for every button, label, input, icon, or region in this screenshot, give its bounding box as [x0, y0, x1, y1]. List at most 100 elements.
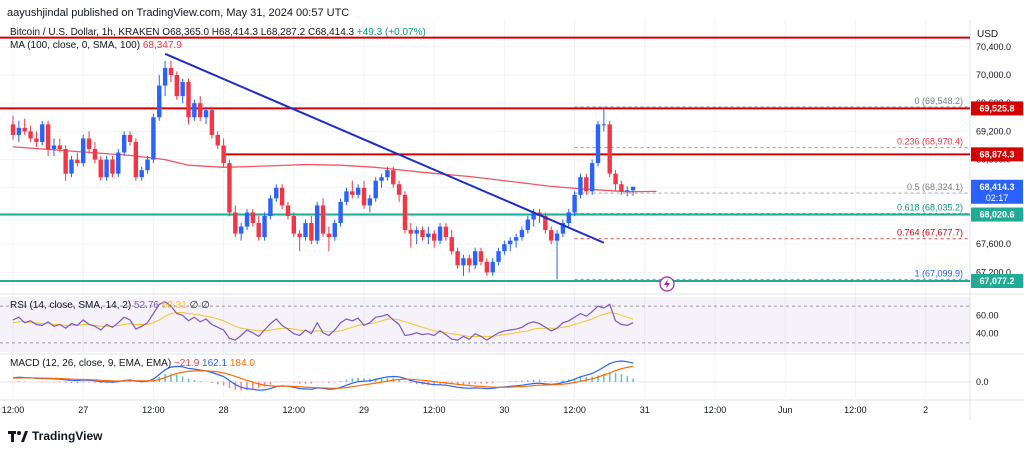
rsi-band-upper: ∅ [189, 300, 199, 311]
candle-body [28, 131, 33, 139]
candle-body [145, 159, 150, 171]
fib-level-label: 1 (67,099.9) [914, 268, 963, 278]
bearish-trend-line [164, 52, 605, 244]
price-badge [971, 274, 1023, 289]
ohlc-values: O68,365.0 H68,414.3 L68,287.2 C68,414.3 [162, 27, 355, 38]
fib-level-label: 0.236 (68,970.4) [897, 137, 963, 147]
ma-legend[interactable]: MA (100, close, 0, SMA, 100) 68,347.9 [10, 40, 182, 51]
candle-body [367, 198, 373, 206]
candle-body [238, 226, 244, 234]
candle-body [373, 180, 378, 199]
macd-axis-label: 0.0 [976, 377, 989, 387]
candle-body [139, 170, 144, 178]
macd-line-value: 162.1 [202, 358, 228, 369]
macd-legend-label: MACD (12, 26, close, 9, EMA, EMA) [10, 358, 172, 369]
candle-body [449, 237, 454, 252]
candle-body [554, 233, 560, 241]
candle-body [162, 67, 168, 86]
macd-hist-value: −21.9 [173, 358, 200, 369]
time-axis-label: 28 [219, 405, 229, 415]
candle-body [478, 251, 484, 262]
candle-body [215, 134, 220, 146]
candle-body [402, 194, 408, 231]
candle-body [625, 190, 630, 192]
candle-body [57, 145, 62, 150]
candle-body [268, 198, 273, 216]
candle-body [274, 187, 279, 199]
candle-body [34, 138, 39, 142]
candle-body [566, 212, 571, 224]
rsi-ma-line [12, 312, 634, 337]
candle-body [186, 82, 191, 118]
candle-body [233, 212, 238, 234]
candle-body [578, 177, 583, 195]
candle-body [121, 134, 127, 153]
candle-body [104, 159, 109, 178]
fib-level-label: 0.5 (68,324.1) [907, 182, 963, 192]
symbol-legend[interactable]: Bitcoin / U.S. Dollar, 1h, KRAKEN O68,36… [10, 27, 426, 38]
candle-body [22, 127, 27, 132]
candle-body [133, 141, 139, 178]
price-axis-label: 69,200.0 [976, 126, 1011, 136]
candle-body [584, 177, 589, 192]
candle-body [180, 82, 185, 97]
tradingview-logo-icon [8, 430, 28, 442]
macd-signal-value: 184.0 [229, 358, 255, 369]
macd-legend[interactable]: MACD (12, 26, close, 9, EMA, EMA) −21.9 … [10, 358, 255, 369]
time-axis-label: 31 [640, 405, 650, 415]
rsi-legend[interactable]: RSI (14, close, SMA, 14, 2) 52.76 58.31 … [10, 300, 210, 311]
time-axis-label: Jun [778, 405, 793, 415]
candle-body [630, 186, 636, 191]
price-axis-label: 70,400.0 [976, 42, 1011, 52]
rsi-axis-label: 60.00 [976, 310, 999, 320]
symbol-name: Bitcoin / U.S. Dollar, 1h, KRAKEN [10, 27, 160, 38]
time-axis-label: 12:00 [142, 405, 165, 415]
candle-body [157, 85, 162, 118]
candle-body [549, 230, 554, 241]
rsi-line [12, 300, 634, 341]
candle-body [309, 223, 314, 241]
price-axis-label: 67,600.0 [976, 239, 1011, 249]
candle-body [607, 124, 612, 174]
tradingview-brand[interactable]: TradingView [8, 429, 102, 443]
candle-body [601, 124, 607, 126]
candle-body [595, 124, 601, 164]
candle-body [116, 152, 121, 174]
fib-level-label: 0.764 (67,677.7) [897, 228, 963, 238]
candle-body [221, 145, 226, 164]
price-badge [971, 207, 1023, 222]
candle-body [519, 230, 525, 238]
candle-body [315, 205, 320, 241]
candle-body [355, 187, 361, 195]
price-badge [971, 101, 1023, 116]
candle-body [502, 244, 507, 252]
candle-body [127, 134, 133, 142]
price-badge [971, 147, 1023, 162]
candle-body [396, 184, 402, 195]
candle-body [51, 145, 57, 150]
candle-body [262, 215, 267, 238]
price-badge-label: 67,077.2 [979, 276, 1014, 286]
candle-body [279, 187, 285, 206]
rsi-axis-label: 40.00 [976, 329, 999, 339]
candle-body [45, 124, 51, 150]
time-axis-label: 30 [499, 405, 509, 415]
candle-body [40, 124, 45, 142]
time-axis-label: 2 [923, 405, 928, 415]
candle-body [297, 233, 302, 238]
time-axis-label: 29 [359, 405, 369, 415]
candle-body [110, 159, 115, 174]
time-axis-label: 12:00 [563, 405, 586, 415]
candle-body [250, 212, 256, 224]
candle-body [379, 177, 384, 181]
candle-body [508, 240, 513, 245]
candle-body [256, 223, 261, 238]
current-price-label: 68,414.3 [979, 182, 1014, 192]
candle-body [332, 223, 337, 238]
candle-body [361, 187, 367, 206]
candle-countdown: 02:17 [986, 193, 1009, 203]
candle-body [75, 159, 80, 164]
rsi-value: 52.76 [133, 300, 159, 311]
